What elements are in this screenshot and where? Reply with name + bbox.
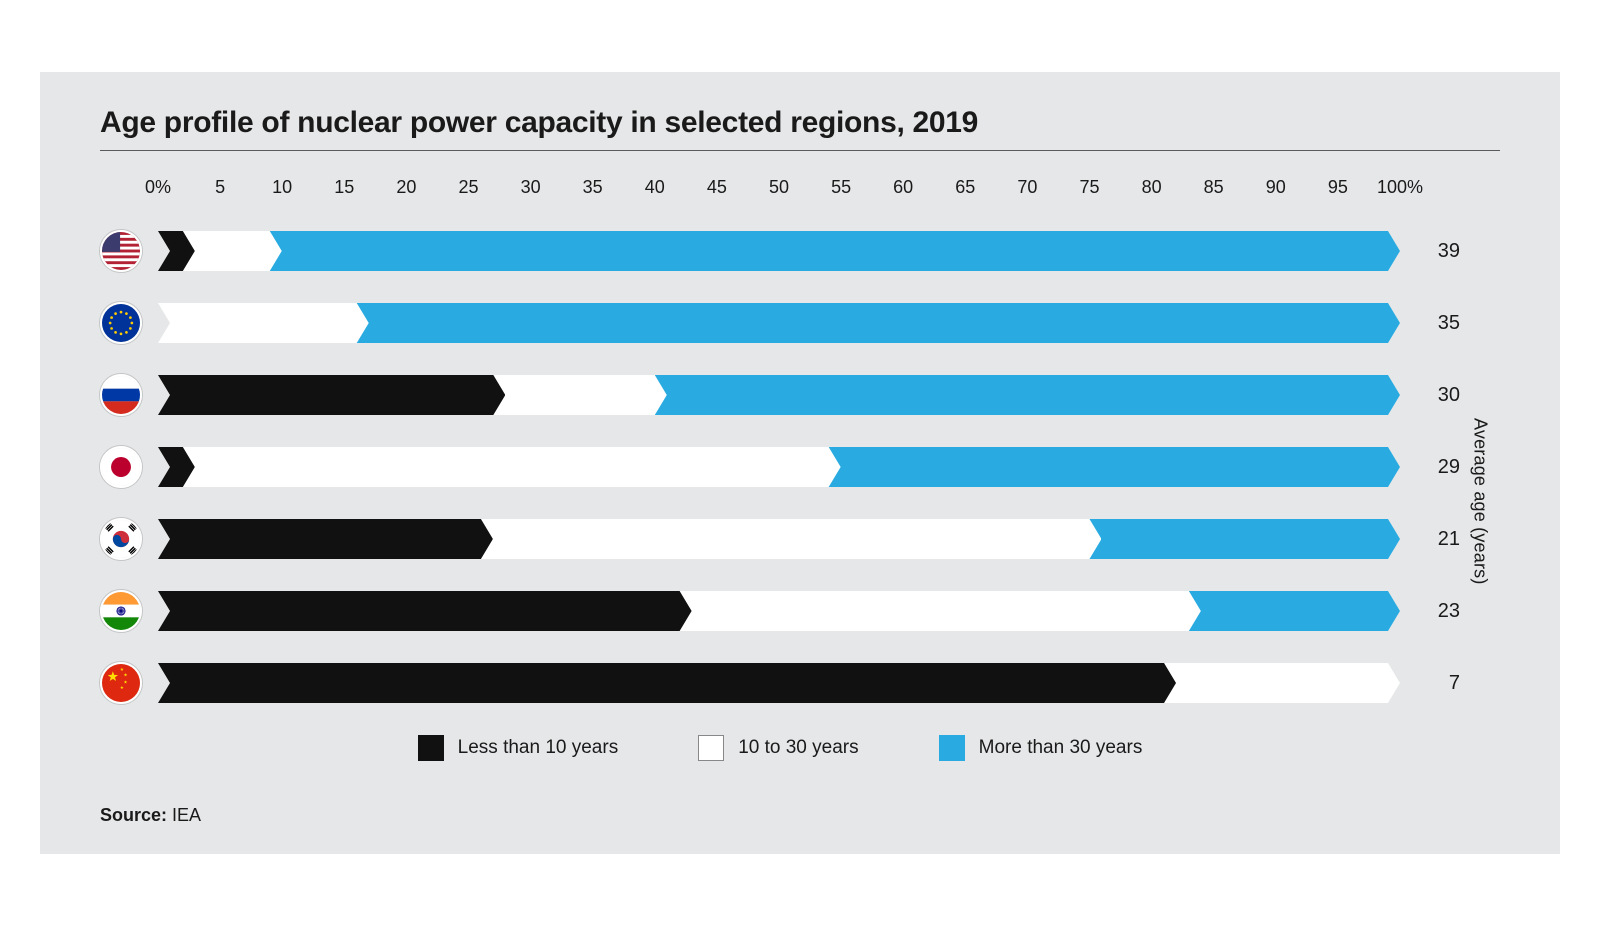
legend-item: Less than 10 years — [418, 735, 619, 761]
legend-swatch — [939, 735, 965, 761]
flag-col — [100, 518, 158, 560]
x-axis-tick: 15 — [334, 177, 354, 198]
x-axis-tick: 75 — [1079, 177, 1099, 198]
source-value: IEA — [172, 805, 201, 825]
bar-seg-1 — [158, 303, 369, 343]
x-axis-tick: 50 — [769, 177, 789, 198]
x-axis-tick: 35 — [583, 177, 603, 198]
eu-flag-icon — [100, 302, 142, 344]
legend-item: More than 30 years — [939, 735, 1143, 761]
source-line: Source: IEA — [100, 805, 1460, 826]
bar-seg-2 — [817, 447, 1400, 487]
bar-row-ru: 30 — [100, 373, 1460, 417]
bar — [158, 663, 1400, 703]
x-axis-tick: 40 — [645, 177, 665, 198]
avg-age-value: 23 — [1400, 600, 1460, 623]
avg-age-value: 39 — [1400, 240, 1460, 263]
flag-col — [100, 374, 158, 416]
bar — [158, 591, 1400, 631]
legend-label: Less than 10 years — [458, 737, 619, 759]
flag-col — [100, 446, 158, 488]
bar — [158, 303, 1400, 343]
bar-seg-0 — [158, 519, 493, 559]
x-axis-tick: 100% — [1377, 177, 1423, 198]
x-axis-tick: 90 — [1266, 177, 1286, 198]
legend-item: 10 to 30 years — [698, 735, 858, 761]
avg-age-value: 7 — [1400, 672, 1460, 695]
x-axis-tick: 0% — [145, 177, 171, 198]
bar-seg-1 — [481, 375, 666, 415]
avg-age-value: 30 — [1400, 384, 1460, 407]
avg-age-value: 35 — [1400, 312, 1460, 335]
bar-seg-2 — [258, 231, 1400, 271]
chart-title: Age profile of nuclear power capacity in… — [100, 106, 1500, 140]
bar — [158, 447, 1400, 487]
flag-col — [100, 230, 158, 272]
x-axis-tick: 95 — [1328, 177, 1348, 198]
x-axis-tick: 10 — [272, 177, 292, 198]
legend: Less than 10 years 10 to 30 years More tha… — [100, 735, 1460, 761]
bar-seg-2 — [1177, 591, 1400, 631]
x-axis-tick: 65 — [955, 177, 975, 198]
x-axis-tick: 85 — [1204, 177, 1224, 198]
bar — [158, 231, 1400, 271]
bar-row-kr: 21 — [100, 517, 1460, 561]
bar-seg-2 — [1078, 519, 1401, 559]
legend-label: 10 to 30 years — [738, 737, 858, 759]
x-axis: 0% 5 10 15 20 25 30 35 40 45 50 55 60 65 70 75 80 85 90 95 1… — [100, 177, 1460, 207]
bar-row-eu: 35 — [100, 301, 1460, 345]
ru-flag-icon — [100, 374, 142, 416]
flag-col — [100, 662, 158, 704]
bar-seg-2 — [643, 375, 1400, 415]
bar-seg-0 — [158, 663, 1176, 703]
legend-swatch — [698, 735, 724, 761]
x-axis-tick: 25 — [458, 177, 478, 198]
chart-wrap: 0% 5 10 15 20 25 30 35 40 45 50 55 60 65 70 75 80 85 90 95 1… — [100, 177, 1500, 826]
cn-flag-icon — [100, 662, 142, 704]
bar-row-jp: 29 — [100, 445, 1460, 489]
bar-rows: 39 35 30 29 21 23 7 — [100, 229, 1460, 705]
chart-panel: Age profile of nuclear power capacity in… — [40, 72, 1560, 854]
source-label: Source: — [100, 805, 167, 825]
bar-row-us: 39 — [100, 229, 1460, 273]
bar-seg-1 — [668, 591, 1201, 631]
bar-seg-1 — [469, 519, 1102, 559]
avg-age-value: 21 — [1400, 528, 1460, 551]
right-axis-label: Average age (years) — [1470, 418, 1491, 585]
right-axis-label-wrap: Average age (years) — [1460, 177, 1500, 826]
us-flag-icon — [100, 230, 142, 272]
x-axis-tick: 80 — [1142, 177, 1162, 198]
title-rule — [100, 150, 1500, 151]
bar-seg-0 — [158, 375, 505, 415]
x-axis-tick: 55 — [831, 177, 851, 198]
x-axis-inner: 0%51015202530354045505560657075808590951… — [158, 177, 1400, 207]
bar — [158, 375, 1400, 415]
in-flag-icon — [100, 590, 142, 632]
x-axis-tick: 45 — [707, 177, 727, 198]
flag-col — [100, 302, 158, 344]
jp-flag-icon — [100, 446, 142, 488]
bar-seg-0 — [158, 591, 692, 631]
x-axis-tick: 60 — [893, 177, 913, 198]
bar-seg-2 — [345, 303, 1400, 343]
x-axis-tick: 20 — [396, 177, 416, 198]
flag-col — [100, 590, 158, 632]
x-axis-tick: 30 — [521, 177, 541, 198]
avg-age-value: 29 — [1400, 456, 1460, 479]
bar-row-cn: 7 — [100, 661, 1460, 705]
bar-seg-1 — [171, 447, 841, 487]
legend-label: More than 30 years — [979, 737, 1143, 759]
kr-flag-icon — [100, 518, 142, 560]
x-axis-tick: 5 — [215, 177, 225, 198]
bar — [158, 519, 1400, 559]
legend-swatch — [418, 735, 444, 761]
x-axis-tick: 70 — [1017, 177, 1037, 198]
bar-seg-1 — [1152, 663, 1400, 703]
chart-area: 0% 5 10 15 20 25 30 35 40 45 50 55 60 65 70 75 80 85 90 95 1… — [100, 177, 1460, 826]
bar-row-in: 23 — [100, 589, 1460, 633]
